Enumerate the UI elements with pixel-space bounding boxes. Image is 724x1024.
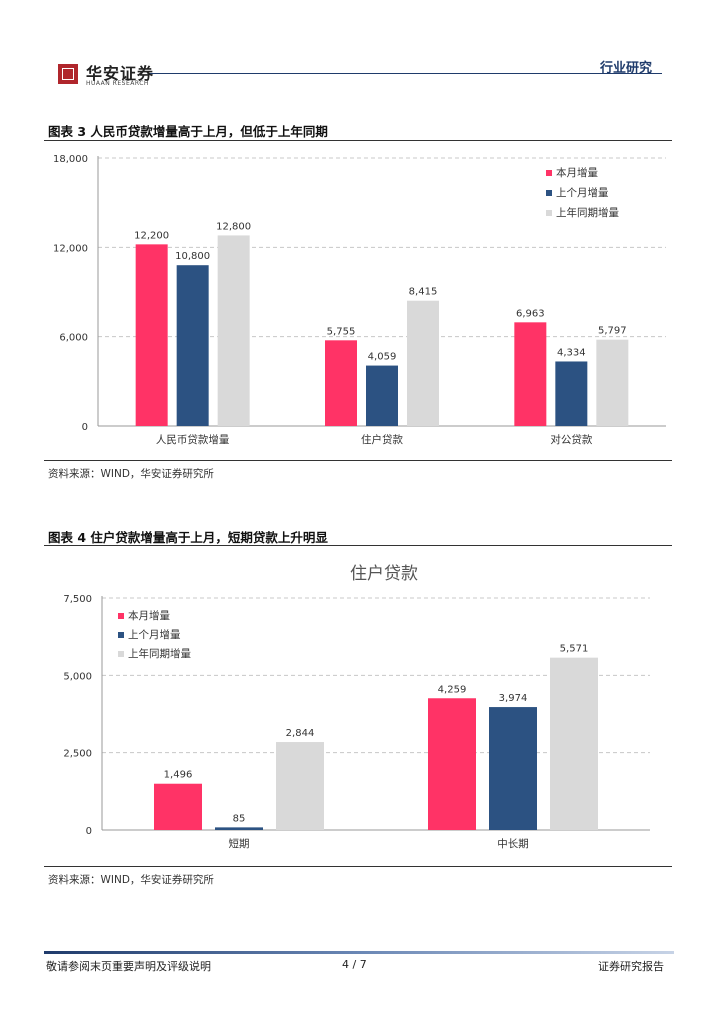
figure3-title: 图表 3 人民币贷款增量高于上月，但低于上年同期 [48, 124, 328, 139]
figure3-bottom-rule [44, 460, 672, 461]
chart-title: 住户贷款 [350, 564, 418, 584]
legend-swatch [118, 613, 124, 619]
legend-swatch [546, 210, 552, 216]
data-label: 2,844 [286, 728, 315, 739]
data-label: 10,800 [175, 251, 210, 262]
bar [428, 698, 476, 830]
data-label: 8,415 [409, 287, 438, 298]
figure4-chart: 住户贷款 0 2,500 5,000 7,500 1,496 85 2,844 短期 4,259… [63, 564, 650, 850]
data-label: 5,571 [560, 644, 589, 655]
footer-disclaimer: 敬请参阅末页重要声明及评级说明 [46, 960, 211, 973]
section-label: 行业研究 [600, 61, 653, 76]
x-tick-label: 住户贷款 [361, 433, 403, 446]
figure4-top-rule [44, 545, 672, 546]
legend-label: 本月增量 [556, 166, 598, 179]
data-label: 5,797 [598, 326, 627, 337]
figure3-chart: 0 6,000 12,000 18,000 12,200 10,800 12,800 人民币贷… [53, 154, 666, 446]
legend-swatch [546, 190, 552, 196]
data-label: 4,334 [557, 347, 586, 358]
bar [215, 827, 263, 830]
y-tick-label: 5,000 [63, 671, 92, 682]
y-tick-label: 6,000 [59, 333, 88, 344]
bar [176, 265, 209, 426]
data-label: 3,974 [499, 693, 528, 704]
figure4-title: 图表 4 住户贷款增量高于上月，短期贷款上升明显 [48, 530, 328, 545]
bar [366, 365, 398, 426]
brand-subtitle: HUAAN RESEARCH [86, 80, 149, 87]
legend-swatch [546, 170, 552, 176]
data-label: 12,800 [216, 221, 251, 232]
bar [550, 657, 598, 830]
y-tick-label: 12,000 [53, 243, 88, 254]
bar [325, 340, 357, 426]
legend-label: 上年同期增量 [556, 206, 619, 219]
data-label: 6,963 [516, 308, 545, 319]
x-tick-label: 中长期 [497, 837, 529, 850]
data-label: 4,059 [368, 352, 397, 363]
page-number: 4 / 7 [342, 958, 367, 971]
bar [489, 707, 537, 830]
x-tick-label: 短期 [229, 837, 250, 850]
bar [154, 783, 202, 830]
footer-divider [44, 951, 674, 954]
y-tick-label: 18,000 [53, 154, 88, 165]
bar [276, 742, 324, 830]
figure3-top-rule [44, 140, 672, 141]
x-tick-label: 对公贷款 [550, 433, 592, 446]
legend-label: 本月增量 [128, 609, 170, 622]
bar [514, 322, 547, 426]
bar [135, 244, 168, 426]
y-tick-label: 2,500 [63, 749, 92, 760]
figure4-source: 资料来源：WIND，华安证券研究所 [48, 874, 214, 886]
bar [555, 361, 588, 426]
y-tick-label: 0 [82, 422, 88, 433]
x-tick-label: 人民币贷款增量 [156, 433, 230, 446]
data-label: 1,496 [164, 770, 193, 781]
figure3-source: 资料来源：WIND，华安证券研究所 [48, 468, 214, 480]
bar [596, 339, 629, 426]
brand-name: 华安证券 [86, 64, 155, 83]
brand-logo-icon [58, 64, 78, 84]
legend-label: 上个月增量 [128, 628, 181, 641]
legend-swatch [118, 651, 124, 657]
legend-swatch [118, 632, 124, 638]
data-label: 4,259 [438, 684, 467, 695]
footer-report-type: 证券研究报告 [598, 960, 664, 973]
data-label: 85 [233, 813, 246, 824]
y-tick-label: 7,500 [63, 594, 92, 605]
legend-label: 上年同期增量 [128, 647, 191, 660]
y-tick-label: 0 [86, 826, 92, 837]
figure4-bottom-rule [44, 866, 672, 867]
data-label: 5,755 [327, 326, 356, 337]
bar [407, 300, 439, 426]
header-divider [150, 73, 662, 74]
bar [217, 235, 250, 426]
data-label: 12,200 [134, 230, 169, 241]
legend-label: 上个月增量 [556, 186, 609, 199]
